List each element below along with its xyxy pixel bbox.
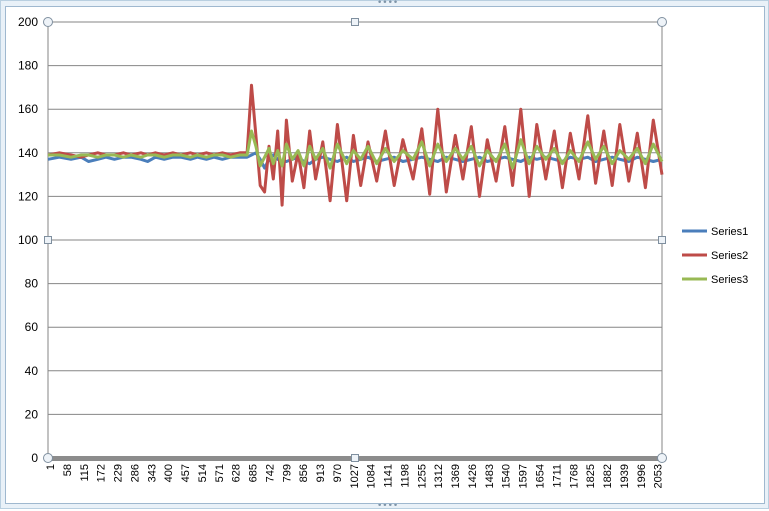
x-tick-label: 229 [113, 464, 125, 482]
x-tick-label: 1426 [467, 464, 479, 488]
x-tick-label: 1312 [433, 464, 445, 488]
series-lines [47, 83, 664, 207]
handle-top-center[interactable] [351, 18, 359, 26]
y-tick-label: 120 [18, 189, 38, 203]
x-tick-label: 1483 [484, 464, 496, 488]
x-tick-label: 1654 [535, 464, 547, 488]
x-tick-label: 1369 [450, 464, 462, 488]
x-tick-label: 1882 [602, 464, 614, 488]
x-tick-label: 1141 [383, 464, 395, 488]
series-line-2 [47, 83, 664, 207]
x-tick-label: 286 [129, 464, 141, 482]
x-tick-label: 970 [332, 464, 344, 482]
x-tick-label: 514 [197, 464, 209, 482]
x-tick-label: 1996 [636, 464, 648, 488]
right-resize-grip[interactable]: ⋮ [765, 249, 769, 258]
series-line-3 [48, 129, 664, 170]
x-tick-label: 1825 [585, 464, 597, 488]
x-tick-label: 1768 [568, 464, 580, 488]
handle-bottom-right[interactable] [657, 453, 667, 463]
x-tick-label: 1027 [349, 464, 361, 488]
bottom-resize-grip[interactable]: •••• [377, 501, 399, 511]
x-axis-ticks: 1 58 115 172 229 286 343 400 457 514 571 628 685 742 7… [45, 464, 665, 488]
plot-area-selection-handles [43, 17, 667, 463]
x-tick-label: 1 [45, 464, 57, 470]
x-tick-label: 400 [163, 464, 175, 482]
handle-top-left[interactable] [43, 17, 53, 27]
y-tick-label: 180 [18, 59, 38, 73]
x-tick-label: 1540 [501, 464, 513, 488]
x-tick-label: 2053 [653, 464, 665, 488]
y-tick-label: 100 [18, 233, 38, 247]
handle-bottom-center[interactable] [351, 454, 359, 462]
x-tick-label: 1597 [518, 464, 530, 488]
grid-lines [47, 21, 663, 461]
x-tick-label: 1711 [551, 464, 563, 488]
top-resize-grip[interactable]: •••• [377, 0, 399, 8]
y-tick-label: 40 [25, 364, 39, 378]
x-tick-label: 571 [214, 464, 226, 482]
handle-middle-right[interactable] [658, 236, 666, 244]
x-tick-label: 343 [146, 464, 158, 482]
x-tick-label: 58 [62, 464, 74, 476]
x-tick-label: 1939 [619, 464, 631, 488]
x-tick-label: 1084 [366, 464, 378, 488]
legend-label-1: Series1 [711, 226, 748, 238]
y-tick-label: 200 [18, 15, 38, 29]
legend-label-2: Series2 [711, 250, 748, 262]
legend-label-3: Series3 [711, 274, 748, 286]
y-tick-label: 80 [25, 277, 39, 291]
x-tick-label: 457 [180, 464, 192, 482]
y-tick-label: 60 [25, 320, 39, 334]
x-tick-label: 856 [298, 464, 310, 482]
x-tick-label: 115 [79, 464, 91, 482]
y-axis-ticks: 0 20 40 60 80 100 120 140 160 180 200 [18, 15, 38, 465]
chart-area[interactable] [5, 6, 765, 504]
y-tick-label: 160 [18, 102, 38, 116]
handle-top-right[interactable] [657, 17, 667, 27]
handle-middle-left[interactable] [44, 236, 52, 244]
x-tick-label: 742 [264, 464, 276, 482]
x-tick-label: 1255 [416, 464, 428, 488]
x-tick-label: 685 [248, 464, 260, 482]
x-tick-label: 913 [315, 464, 327, 482]
x-tick-label: 628 [231, 464, 243, 482]
y-tick-label: 140 [18, 146, 38, 160]
x-tick-label: 799 [281, 464, 293, 482]
legend[interactable]: Series1 Series2 Series3 [682, 226, 748, 286]
x-tick-label: 172 [96, 464, 108, 482]
y-tick-label: 20 [25, 407, 39, 421]
x-tick-label: 1198 [399, 464, 411, 488]
y-tick-label: 0 [31, 451, 38, 465]
handle-bottom-left[interactable] [43, 453, 53, 463]
